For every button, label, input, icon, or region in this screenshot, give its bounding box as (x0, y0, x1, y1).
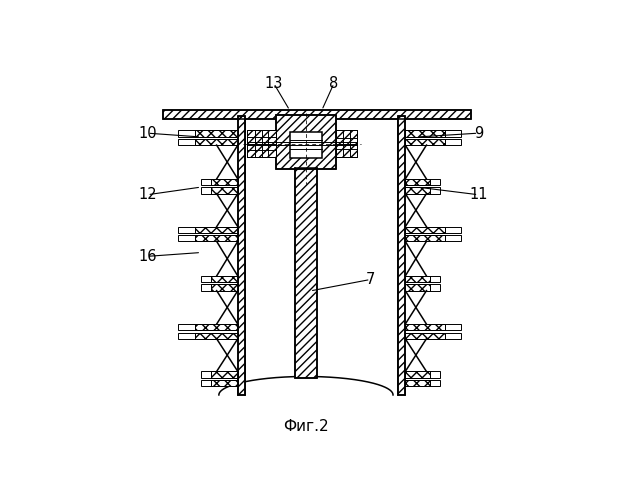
Bar (295, 168, 317, 378)
Bar (405, 324, 461, 330)
Bar (405, 276, 430, 282)
Bar (295, 168, 317, 378)
Bar (178, 332, 238, 338)
Bar (195, 332, 238, 338)
Bar (195, 130, 238, 136)
Bar (201, 372, 238, 378)
Text: 8: 8 (329, 76, 339, 90)
Bar (211, 380, 238, 386)
Bar (238, 116, 245, 395)
Bar (405, 179, 440, 185)
Bar (211, 284, 238, 290)
Bar (201, 179, 238, 185)
Bar (211, 284, 238, 290)
Bar (211, 179, 238, 185)
Bar (163, 110, 471, 118)
Bar (405, 284, 440, 290)
Bar (201, 276, 238, 282)
Bar (195, 130, 238, 136)
Bar (405, 235, 461, 242)
Text: 7: 7 (366, 272, 375, 287)
Bar (405, 380, 440, 386)
Bar (195, 235, 238, 242)
Bar (195, 332, 238, 338)
Bar (399, 116, 405, 395)
Bar (178, 226, 238, 233)
Text: 12: 12 (138, 187, 156, 202)
Bar (399, 116, 405, 395)
Bar (405, 130, 446, 136)
Bar (211, 276, 238, 282)
Bar (405, 130, 461, 136)
Bar (211, 276, 238, 282)
Text: Фиг.2: Фиг.2 (283, 419, 329, 434)
Bar (195, 324, 238, 330)
Bar (405, 139, 461, 145)
Bar (201, 188, 238, 194)
Bar (211, 372, 238, 378)
Text: 10: 10 (138, 126, 156, 140)
Text: 9: 9 (474, 126, 483, 140)
Bar (405, 332, 461, 338)
Bar (211, 372, 238, 378)
Bar (211, 188, 238, 194)
Bar (405, 284, 430, 290)
Bar (405, 179, 430, 185)
Bar (405, 332, 446, 338)
Bar (405, 372, 430, 378)
Bar (195, 139, 238, 145)
Bar (405, 188, 430, 194)
Bar (405, 139, 446, 145)
Bar (405, 226, 446, 233)
Bar (336, 130, 357, 158)
Bar (178, 235, 238, 242)
Bar (405, 188, 440, 194)
Text: 11: 11 (469, 187, 488, 202)
Bar (405, 324, 446, 330)
Bar (178, 324, 238, 330)
Bar (405, 235, 446, 242)
Bar (195, 324, 238, 330)
Bar (211, 179, 238, 185)
Bar (405, 332, 446, 338)
Bar (405, 380, 430, 386)
Bar (276, 114, 336, 168)
Bar (405, 372, 430, 378)
Bar (201, 284, 238, 290)
Bar (195, 226, 238, 233)
Bar (211, 380, 238, 386)
Bar (195, 139, 238, 145)
Bar (247, 130, 276, 158)
Bar (405, 372, 440, 378)
Bar (290, 132, 321, 158)
Bar (405, 380, 430, 386)
Bar (405, 226, 446, 233)
Bar (405, 130, 446, 136)
Bar (195, 226, 238, 233)
Text: 16: 16 (138, 249, 156, 264)
Bar (178, 130, 238, 136)
Bar (247, 130, 276, 158)
Bar (405, 284, 430, 290)
Bar (405, 235, 446, 242)
Bar (336, 130, 357, 158)
Bar (405, 324, 446, 330)
Bar (405, 276, 430, 282)
Bar (405, 188, 430, 194)
Text: 13: 13 (265, 76, 283, 90)
Bar (195, 235, 238, 242)
Bar (405, 179, 430, 185)
Bar (405, 226, 461, 233)
Bar (405, 276, 440, 282)
Bar (211, 188, 238, 194)
Bar (238, 116, 245, 395)
Bar (178, 139, 238, 145)
Bar (163, 110, 471, 118)
Bar (201, 380, 238, 386)
Bar (276, 114, 336, 168)
Bar (405, 139, 446, 145)
